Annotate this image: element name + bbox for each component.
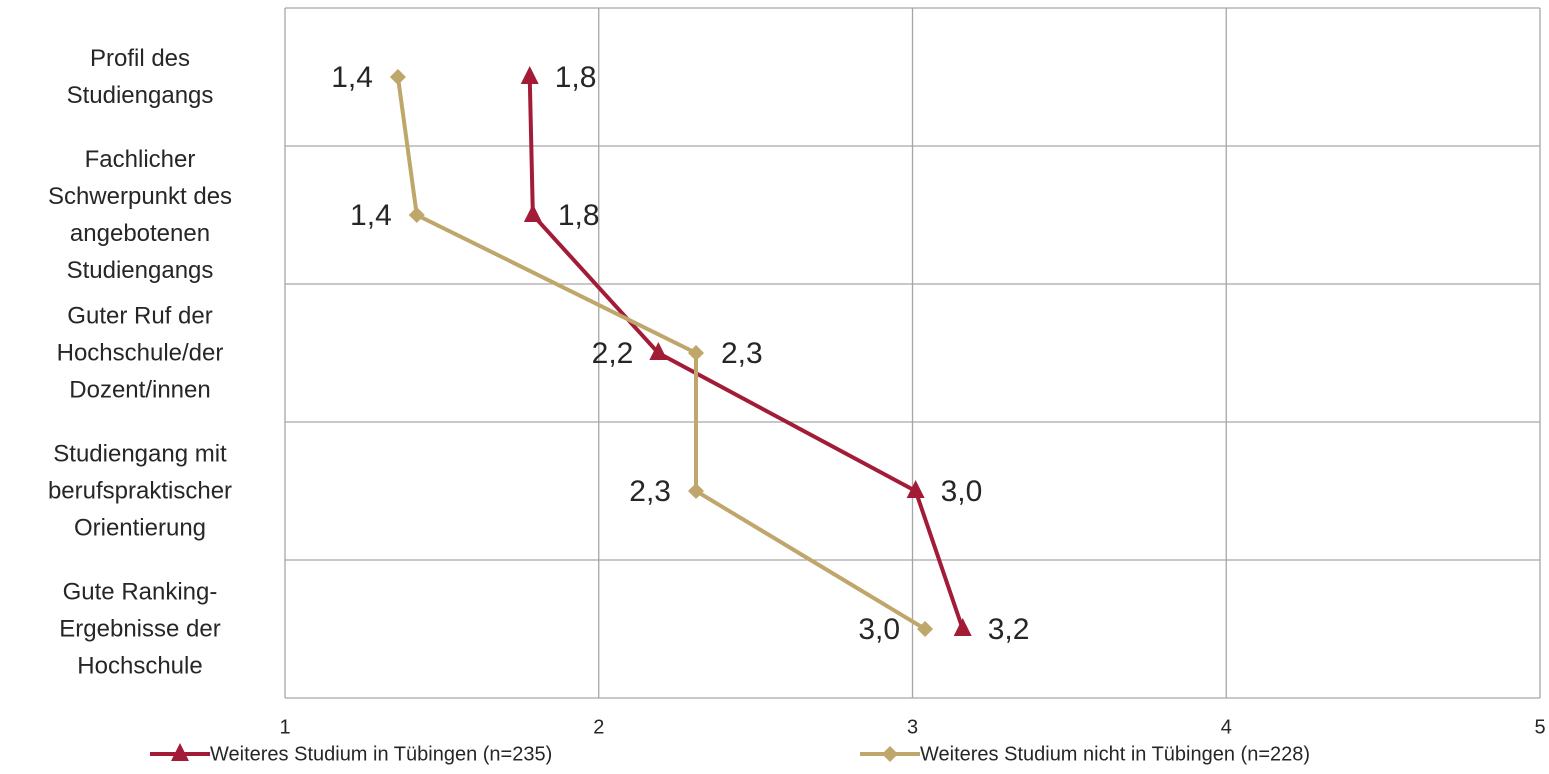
value-label: 2,2 xyxy=(592,337,634,370)
legend-marker xyxy=(882,746,898,762)
y-category-label: Fachlicher Schwerpunkt des angebotenen S… xyxy=(47,146,233,284)
value-label: 2,3 xyxy=(629,475,671,508)
value-label: 3,0 xyxy=(941,475,983,508)
x-tick-label: 5 xyxy=(1534,716,1545,738)
marker xyxy=(917,621,934,637)
x-tick-label: 4 xyxy=(1221,716,1232,738)
x-tick-label: 3 xyxy=(907,716,918,738)
y-category-label: Gute Ranking-Ergebnisse der Hochschule xyxy=(59,578,221,680)
marker xyxy=(906,480,925,498)
marker xyxy=(953,618,972,636)
marker xyxy=(688,345,705,361)
value-label: 1,4 xyxy=(331,61,373,94)
legend-item: Weiteres Studium in Tübingen (n=235) xyxy=(150,743,552,765)
marker xyxy=(649,342,668,360)
value-label: 2,3 xyxy=(721,337,763,370)
legend-label: Weiteres Studium nicht in Tübingen (n=22… xyxy=(920,743,1310,765)
value-label: 3,0 xyxy=(858,613,900,646)
y-category-label: Studiengang mit berufspraktischer Orient… xyxy=(47,440,233,542)
marker xyxy=(688,483,705,499)
x-tick-label: 2 xyxy=(593,716,604,738)
value-label: 3,2 xyxy=(988,613,1030,646)
marker xyxy=(408,207,425,223)
value-label: 1,8 xyxy=(555,61,597,94)
value-label: 1,4 xyxy=(350,199,392,232)
x-tick-label: 1 xyxy=(279,716,290,738)
marker xyxy=(523,204,542,222)
y-category-label: Profil des Studiengangs xyxy=(66,45,214,109)
legend-marker xyxy=(171,743,189,761)
marker xyxy=(389,69,406,85)
value-label: 1,8 xyxy=(558,199,600,232)
y-category-label: Guter Ruf der Hochschule/der Dozent/inne… xyxy=(56,302,224,404)
marker xyxy=(520,66,539,84)
legend-label: Weiteres Studium in Tübingen (n=235) xyxy=(210,743,552,765)
legend-item: Weiteres Studium nicht in Tübingen (n=22… xyxy=(860,743,1310,765)
